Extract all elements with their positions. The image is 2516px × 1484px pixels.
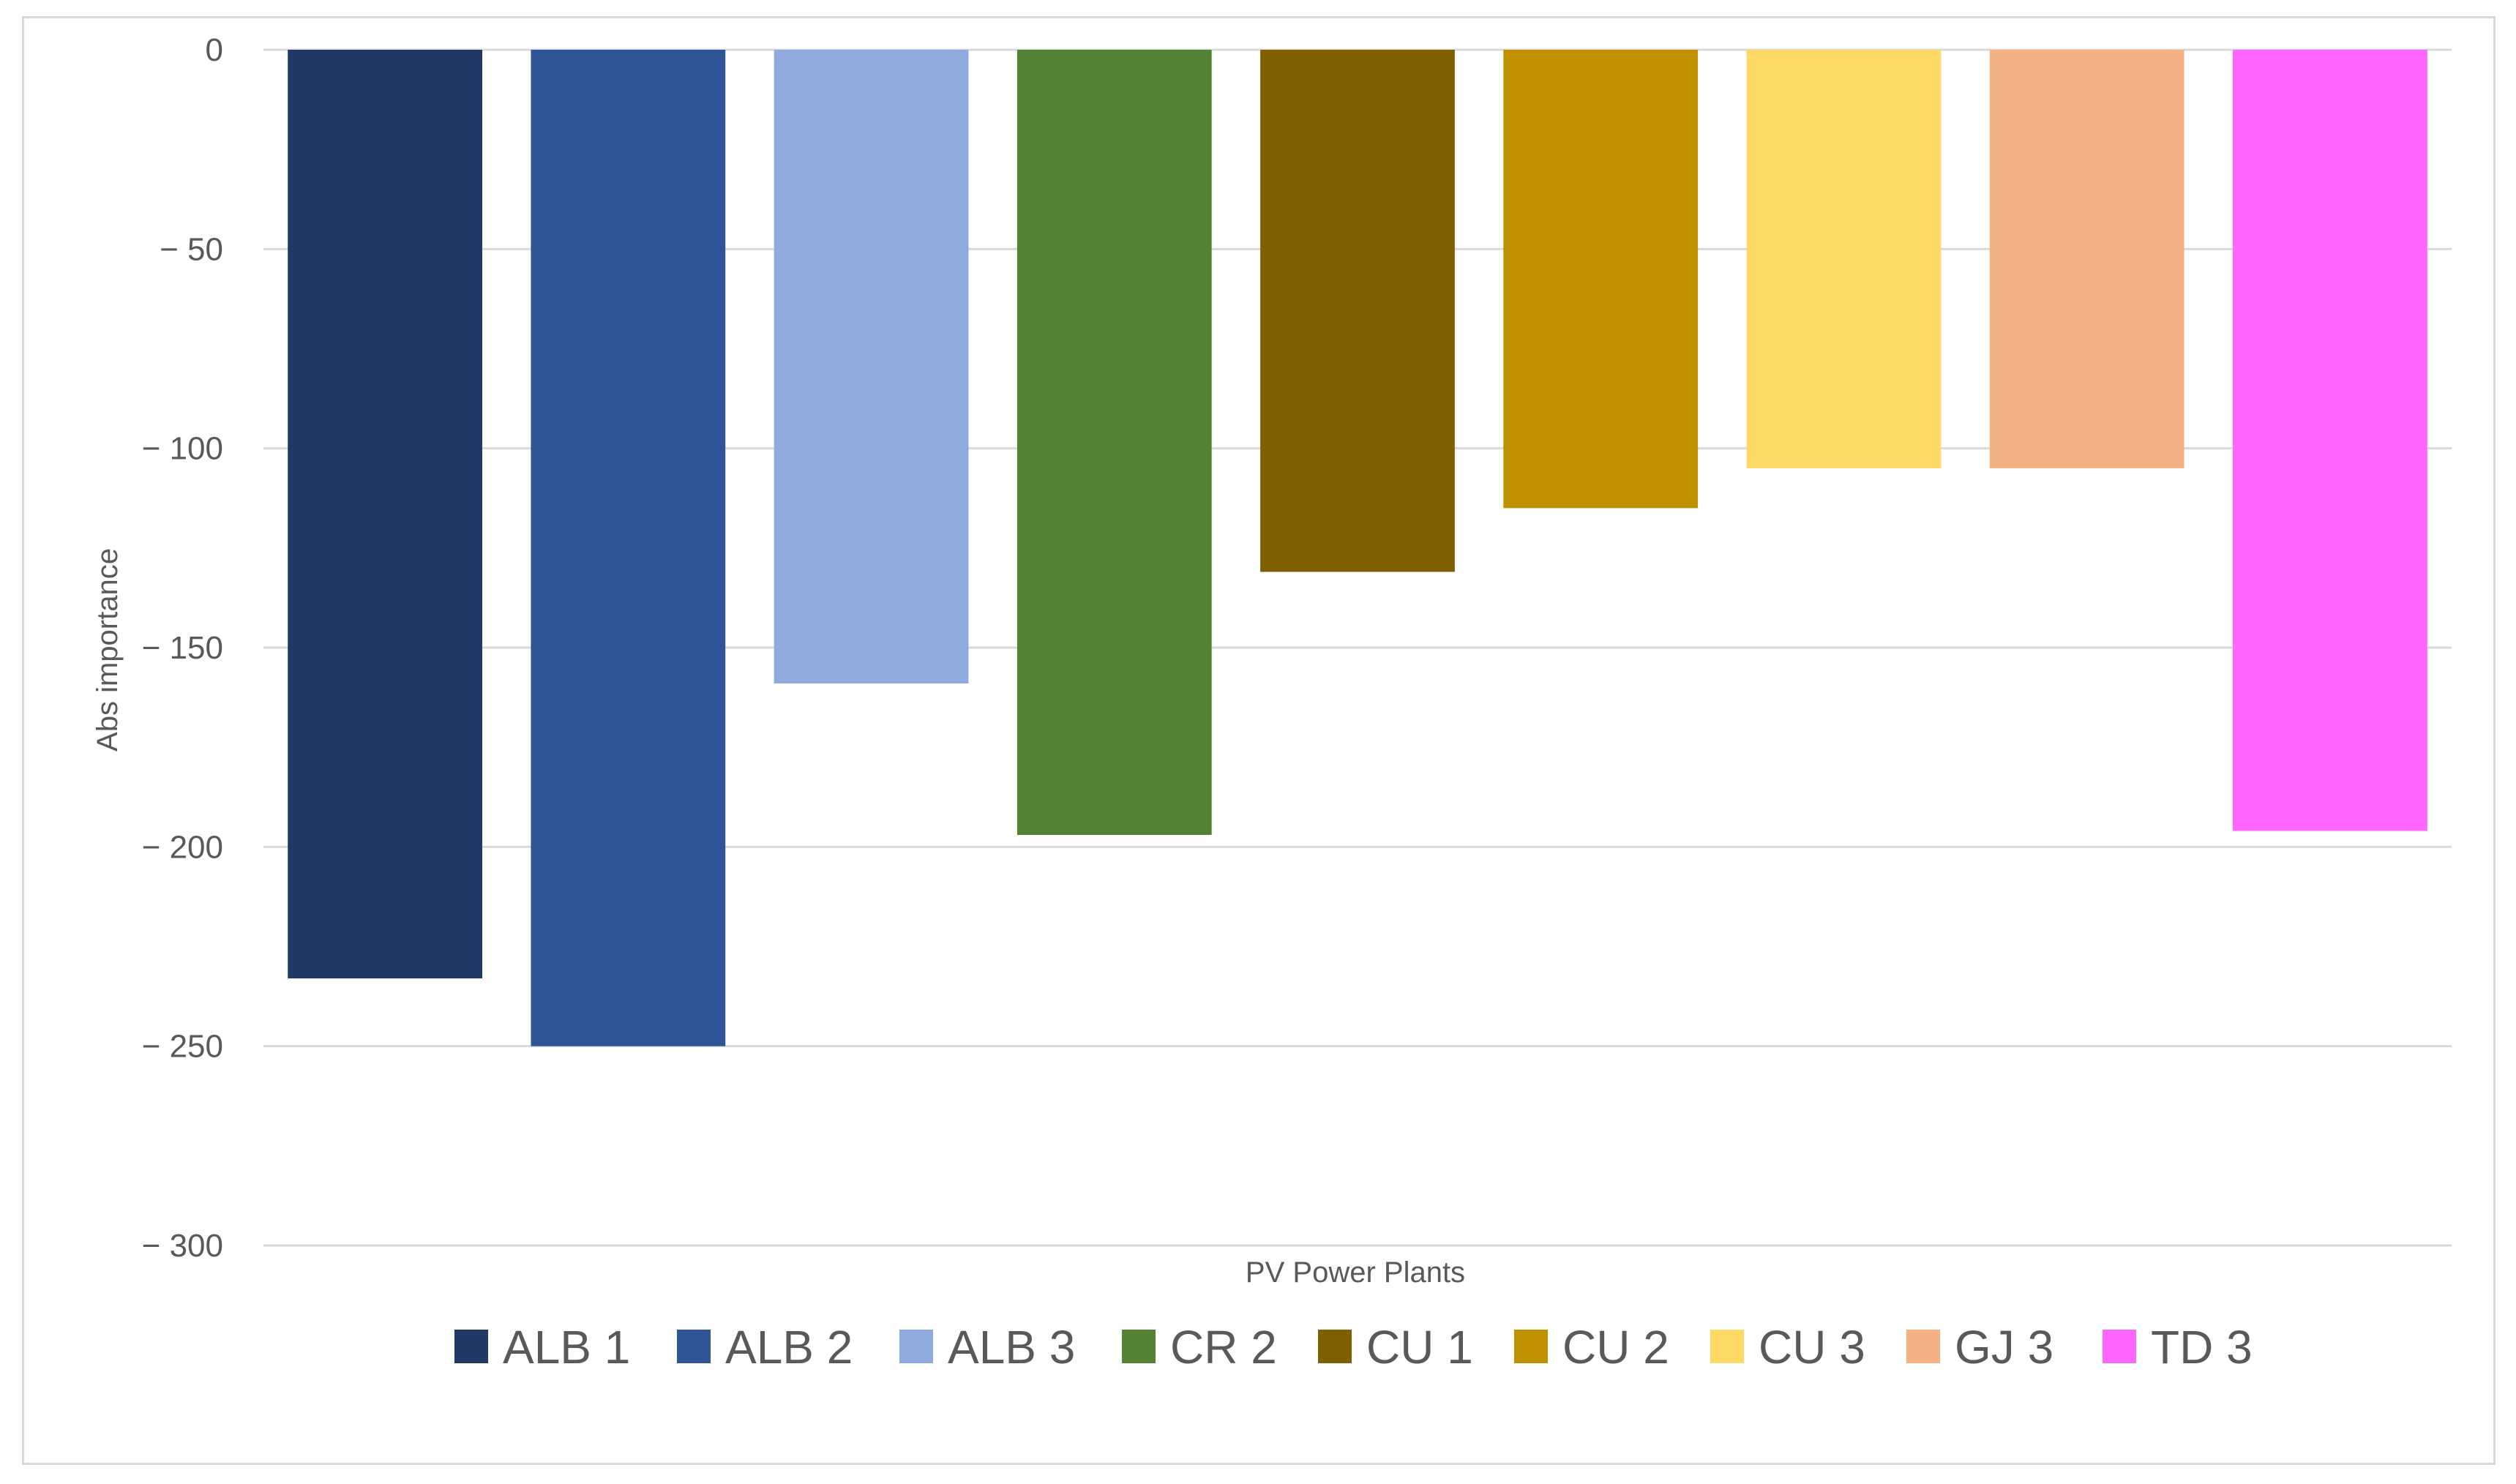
legend-label: CR 2: [1170, 1321, 1277, 1374]
legend-swatch: [2103, 1330, 2136, 1363]
legend-item-alb-3: ALB 3: [899, 1321, 1075, 1374]
bar-gj-3: [1989, 50, 2184, 468]
legend-item-alb-1: ALB 1: [454, 1321, 630, 1374]
legend-label: ALB 2: [725, 1321, 853, 1374]
legend-item-gj-3: GJ 3: [1906, 1321, 2053, 1374]
bar-alb-2: [531, 50, 726, 1046]
legend-label: TD 3: [2151, 1321, 2253, 1374]
legend-swatch: [1710, 1330, 1744, 1363]
legend-swatch: [1318, 1330, 1352, 1363]
legend-label: CU 3: [1759, 1321, 1865, 1374]
y-tick-label: − 50: [160, 231, 223, 267]
y-axis-title: Abs importance: [91, 548, 124, 752]
legend-label: ALB 1: [503, 1321, 630, 1374]
x-axis-title: PV Power Plants: [1246, 1256, 1465, 1289]
legend-item-alb-2: ALB 2: [677, 1321, 853, 1374]
legend-label: CU 2: [1562, 1321, 1669, 1374]
y-tick-label: − 250: [142, 1029, 223, 1065]
y-tick-label: − 150: [142, 630, 223, 666]
legend-swatch: [899, 1330, 933, 1363]
legend-swatch: [454, 1330, 488, 1363]
legend-item-cr-2: CR 2: [1122, 1321, 1277, 1374]
legend-item-cu-1: CU 1: [1318, 1321, 1473, 1374]
legend-item-cu-2: CU 2: [1514, 1321, 1669, 1374]
legend-label: GJ 3: [1955, 1321, 2053, 1374]
bar-cu-1: [1260, 50, 1455, 572]
legend-item-cu-3: CU 3: [1710, 1321, 1865, 1374]
legend-swatch: [677, 1330, 711, 1363]
y-tick-label: − 300: [142, 1228, 223, 1264]
y-tick-label: − 100: [142, 431, 223, 467]
bar-cu-3: [1746, 50, 1942, 468]
chart-frame: [22, 16, 2496, 1465]
legend-item-td-3: TD 3: [2103, 1321, 2253, 1374]
legend-swatch: [1906, 1330, 1940, 1363]
legend-swatch: [1514, 1330, 1548, 1363]
bar-alb-3: [774, 50, 969, 684]
bar-cu-2: [1503, 50, 1699, 509]
bar-td-3: [2233, 50, 2427, 831]
bars: [288, 50, 2427, 1046]
y-tick-label: 0: [206, 32, 223, 68]
legend-label: CU 1: [1366, 1321, 1473, 1374]
bar-cr-2: [1016, 50, 1212, 835]
y-axis-ticks: 0 − 50 − 100 − 150 − 200 − 250 − 300: [142, 32, 223, 1264]
y-tick-label: − 200: [142, 829, 223, 865]
legend-swatch: [1122, 1330, 1156, 1363]
legend-label: ALB 3: [948, 1321, 1075, 1374]
bar-alb-1: [288, 50, 482, 979]
legend: ALB 1 ALB 2 ALB 3 CR 2 CU 1 CU 2 CU 3 GJ 3 TD 3: [454, 1321, 2253, 1374]
